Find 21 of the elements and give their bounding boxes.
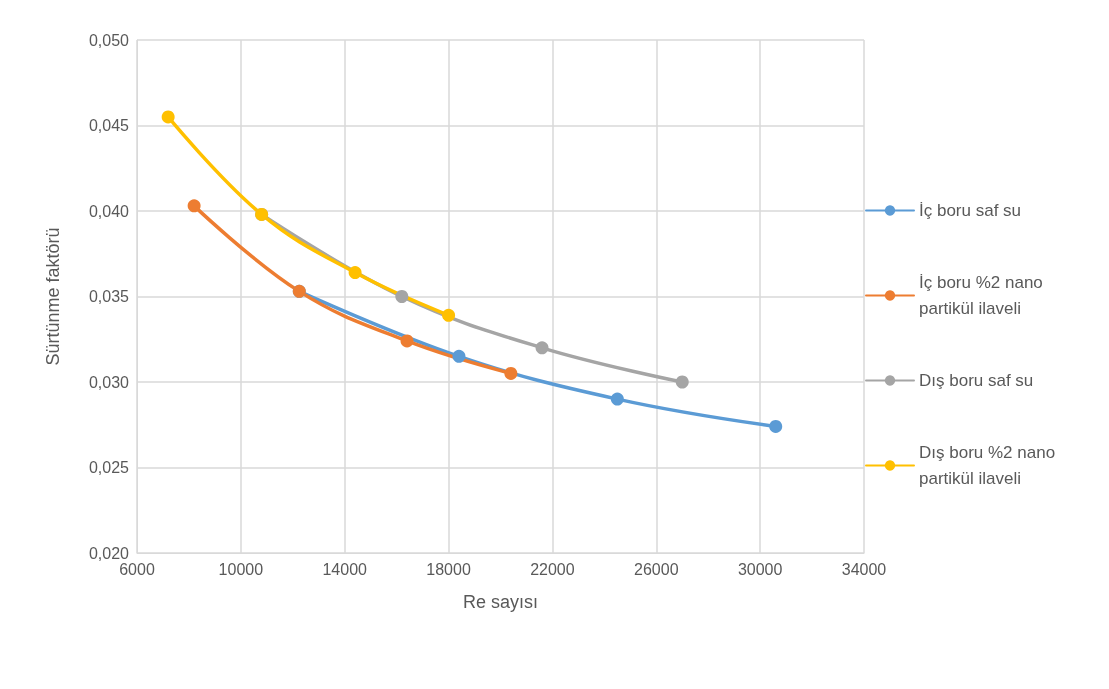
x-axis-title: Re sayısı <box>462 592 539 612</box>
x-tick-label: 14000 <box>322 560 368 578</box>
x-tick-label: 34000 <box>841 560 887 578</box>
y-axis-title: Sürtünme faktörü <box>43 227 63 366</box>
y-tick-label: 0,030 <box>88 373 130 391</box>
legend-label: İç boru %2 nano partikül ilaveli <box>919 273 1048 318</box>
y-tick-label: 0,025 <box>88 459 130 476</box>
legend-label: Dış boru %2 nano partikül ilaveli <box>919 443 1060 488</box>
x-tick-label: 22000 <box>530 560 575 578</box>
y-tick-label: 0,050 <box>88 31 130 49</box>
y-tick-label: 0,035 <box>88 288 130 305</box>
y-tick-label: 0,020 <box>88 544 130 562</box>
legend-label: İç boru saf su <box>919 201 1022 220</box>
x-tick-label: 6000 <box>119 560 155 578</box>
x-tick-label: 30000 <box>737 560 783 578</box>
x-tick-label: 10000 <box>218 560 264 578</box>
x-tick-label: 18000 <box>426 560 471 578</box>
y-tick-label: 0,040 <box>88 202 130 220</box>
legend-label: Dış boru saf su <box>919 371 1034 390</box>
y-tick-label: 0,045 <box>88 117 130 134</box>
x-tick-label: 26000 <box>634 560 679 578</box>
